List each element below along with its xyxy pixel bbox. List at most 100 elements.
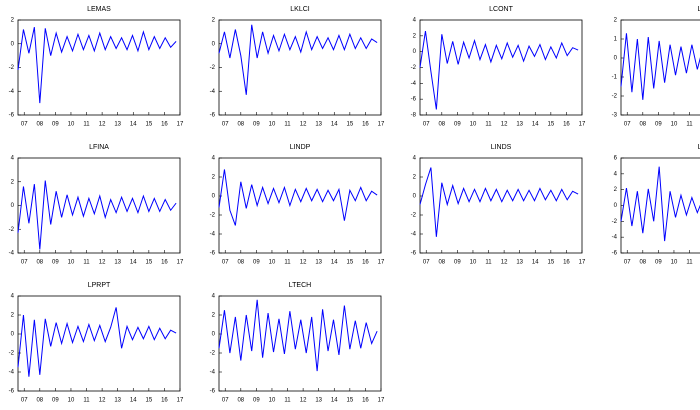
plot-frame bbox=[419, 157, 583, 254]
x-tick-label: 08 bbox=[438, 260, 445, 266]
x-tick-label: 08 bbox=[237, 398, 244, 404]
x-tick-label: 10 bbox=[68, 260, 75, 266]
y-tick-label: 4 bbox=[11, 156, 15, 162]
x-tick-label: 10 bbox=[470, 260, 477, 266]
x-tick-label: 14 bbox=[331, 260, 338, 266]
x-tick-label: 12 bbox=[99, 122, 106, 128]
series-line bbox=[419, 31, 579, 110]
y-tick-label: 0 bbox=[11, 41, 15, 47]
y-tick-label: 1 bbox=[614, 37, 618, 43]
y-tick-label: -2 bbox=[210, 351, 216, 357]
y-tick-label: -8 bbox=[411, 113, 417, 119]
x-tick-label: 16 bbox=[563, 260, 570, 266]
y-tick-label: -4 bbox=[9, 251, 15, 257]
y-tick-label: 0 bbox=[413, 194, 417, 200]
x-tick-label: 10 bbox=[68, 398, 75, 404]
x-tick-label: 09 bbox=[655, 122, 662, 128]
y-tick-label: -6 bbox=[9, 389, 15, 395]
x-tick-label: 07 bbox=[423, 122, 430, 128]
x-tick-label: 12 bbox=[99, 260, 106, 266]
x-tick-label: 09 bbox=[253, 398, 260, 404]
y-tick-label: 4 bbox=[11, 294, 15, 300]
x-tick-label: 17 bbox=[177, 122, 184, 128]
x-tick-label: 13 bbox=[114, 122, 121, 128]
x-tick-label: 17 bbox=[177, 260, 184, 266]
x-tick-label: 09 bbox=[454, 260, 461, 266]
x-tick-label: 07 bbox=[222, 260, 229, 266]
series-line bbox=[218, 24, 378, 95]
x-tick-label: 13 bbox=[114, 260, 121, 266]
plot-frame bbox=[17, 157, 181, 254]
x-tick-label: 07 bbox=[222, 398, 229, 404]
y-tick-label: -6 bbox=[9, 113, 15, 119]
chart-title: LINDP bbox=[290, 144, 311, 151]
x-tick-label: 11 bbox=[83, 260, 90, 266]
x-tick-label: 09 bbox=[52, 260, 59, 266]
y-tick-label: -4 bbox=[411, 232, 417, 238]
x-tick-label: 08 bbox=[237, 122, 244, 128]
x-tick-label: 15 bbox=[146, 122, 153, 128]
x-tick-label: 10 bbox=[671, 260, 678, 266]
x-tick-label: 09 bbox=[52, 122, 59, 128]
y-tick-label: 0 bbox=[413, 49, 417, 55]
x-tick-label: 09 bbox=[253, 122, 260, 128]
y-tick-label: 0 bbox=[11, 203, 15, 209]
x-tick-label: 08 bbox=[639, 260, 646, 266]
y-tick-label: 0 bbox=[212, 194, 216, 200]
y-tick-label: 4 bbox=[212, 294, 216, 300]
x-tick-label: 16 bbox=[362, 398, 369, 404]
y-tick-label: 4 bbox=[614, 171, 618, 177]
y-tick-label: -1 bbox=[612, 75, 618, 81]
x-tick-label: 11 bbox=[485, 260, 492, 266]
y-tick-label: -4 bbox=[210, 232, 216, 238]
y-tick-label: 2 bbox=[413, 175, 417, 181]
x-tick-label: 09 bbox=[454, 122, 461, 128]
chart-title: LKLCI bbox=[290, 6, 310, 13]
x-tick-label: 07 bbox=[624, 260, 631, 266]
x-tick-label: 09 bbox=[253, 260, 260, 266]
x-tick-label: 14 bbox=[532, 122, 539, 128]
x-tick-label: 17 bbox=[378, 398, 385, 404]
y-tick-label: 2 bbox=[11, 179, 15, 185]
y-tick-label: -4 bbox=[9, 370, 15, 376]
x-tick-label: 15 bbox=[548, 122, 555, 128]
x-tick-label: 17 bbox=[579, 260, 586, 266]
x-tick-label: 13 bbox=[114, 398, 121, 404]
x-tick-label: 14 bbox=[331, 398, 338, 404]
x-tick-label: 10 bbox=[269, 398, 276, 404]
x-tick-label: 09 bbox=[655, 260, 662, 266]
x-tick-label: 10 bbox=[269, 260, 276, 266]
chart-title: LFINA bbox=[89, 144, 109, 151]
x-tick-label: 11 bbox=[485, 122, 492, 128]
x-tick-label: 09 bbox=[52, 398, 59, 404]
y-tick-label: -6 bbox=[612, 251, 618, 257]
x-tick-label: 17 bbox=[378, 260, 385, 266]
y-tick-label: 2 bbox=[11, 18, 15, 24]
x-tick-label: 08 bbox=[36, 122, 43, 128]
x-tick-label: 13 bbox=[315, 260, 322, 266]
x-tick-label: 08 bbox=[36, 398, 43, 404]
x-tick-label: 11 bbox=[284, 122, 291, 128]
x-tick-label: 11 bbox=[83, 398, 90, 404]
x-tick-label: 08 bbox=[639, 122, 646, 128]
y-tick-label: -2 bbox=[411, 65, 417, 71]
y-tick-label: -2 bbox=[411, 213, 417, 219]
x-tick-label: 15 bbox=[548, 260, 555, 266]
series-line bbox=[218, 169, 378, 226]
x-tick-label: 12 bbox=[300, 398, 307, 404]
x-tick-label: 15 bbox=[347, 398, 354, 404]
y-tick-label: -2 bbox=[612, 219, 618, 225]
x-tick-label: 11 bbox=[284, 260, 291, 266]
y-tick-label: -2 bbox=[210, 65, 216, 71]
y-tick-label: 4 bbox=[212, 156, 216, 162]
series-line bbox=[620, 166, 700, 242]
x-tick-label: 08 bbox=[237, 260, 244, 266]
chart-title: LTECH bbox=[289, 282, 311, 289]
y-tick-label: 4 bbox=[413, 156, 417, 162]
x-tick-label: 08 bbox=[36, 260, 43, 266]
y-tick-label: -6 bbox=[210, 113, 216, 119]
x-tick-label: 13 bbox=[516, 260, 523, 266]
y-tick-label: 2 bbox=[212, 175, 216, 181]
